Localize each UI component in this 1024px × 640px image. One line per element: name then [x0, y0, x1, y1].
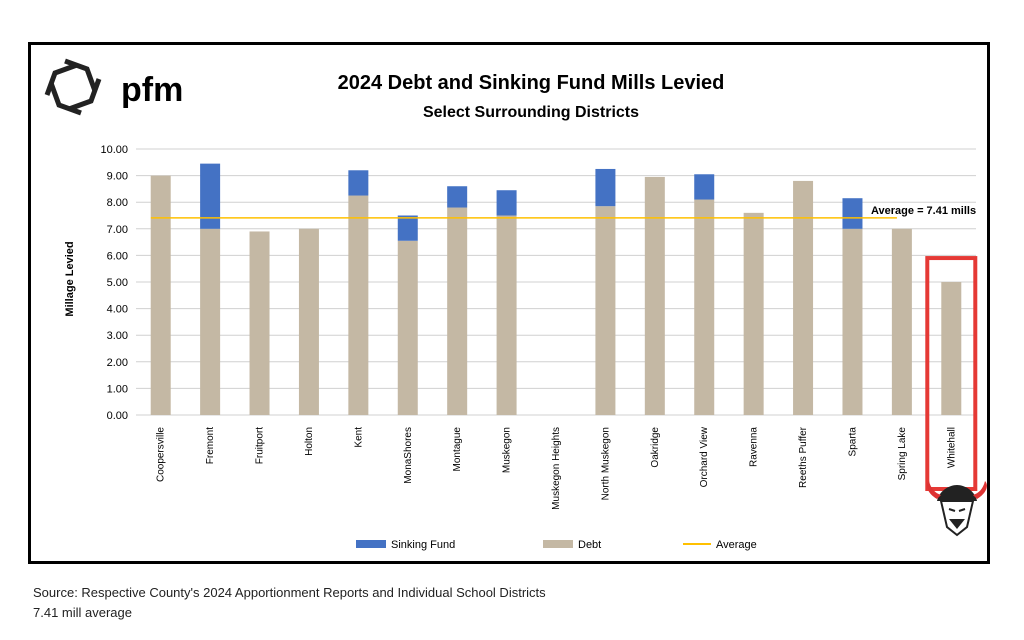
- footer: Source: Respective County's 2024 Apporti…: [33, 583, 546, 623]
- legend-label-average: Average: [716, 539, 757, 551]
- x-tick-label: Sparta: [847, 427, 858, 457]
- y-tick-label: 6.00: [107, 250, 128, 262]
- chart-title: 2024 Debt and Sinking Fund Mills Levied: [338, 72, 725, 94]
- bar-debt: [298, 228, 319, 415]
- bar-debt: [595, 206, 616, 415]
- x-tick-label: North Muskegon: [600, 427, 611, 500]
- bar-sinking-fund: [595, 168, 616, 207]
- chart-frame: pfm 2024 Debt and Sinking Fund Mills Lev…: [28, 42, 990, 564]
- x-tick-label: MonaShores: [403, 427, 414, 484]
- bar-debt: [447, 207, 468, 415]
- legend-swatch-debt: [543, 540, 573, 548]
- bar-debt: [694, 199, 715, 415]
- x-tick-label: Fruitport: [255, 427, 266, 464]
- y-tick-label: 2.00: [107, 357, 128, 369]
- average-note: 7.41 mill average: [33, 605, 132, 620]
- source-note: Source: Respective County's 2024 Apporti…: [33, 585, 546, 600]
- x-tick-label: Whitehall: [946, 427, 957, 468]
- legend: Sinking Fund Debt Average: [356, 539, 757, 551]
- y-tick-label: 8.00: [107, 197, 128, 209]
- grid: 0.00 1.00 2.00 3.00 4.00 5.00 6.00 7.00 8.00 9.00…: [100, 144, 976, 422]
- bar-debt: [397, 240, 418, 415]
- viking-mascot-icon: [927, 481, 987, 537]
- x-tick-label: Reeths Puffer: [798, 426, 809, 488]
- bar-debt: [348, 195, 369, 415]
- x-tick-label: Oakridge: [650, 427, 661, 468]
- bar-sinking-fund: [496, 190, 517, 216]
- chart-subtitle: Select Surrounding Districts: [423, 104, 639, 121]
- x-tick-label: Coopersville: [156, 427, 167, 482]
- bar-sinking-fund: [348, 170, 369, 196]
- y-tick-label: 1.00: [107, 383, 128, 395]
- x-tick-label: Spring Lake: [897, 427, 908, 481]
- average-label: Average = 7.41 mills: [871, 205, 976, 217]
- average-layer: Average = 7.41 mills: [150, 205, 976, 219]
- x-tick-label: Muskegon: [502, 427, 513, 473]
- bar-sinking-fund: [694, 174, 715, 200]
- y-tick-label: 7.00: [107, 224, 128, 236]
- bar-sinking-fund: [842, 198, 863, 229]
- legend-label-debt: Debt: [578, 539, 601, 551]
- bar-debt: [150, 175, 171, 415]
- bar-debt: [743, 212, 764, 415]
- chart-svg: pfm 2024 Debt and Sinking Fund Mills Lev…: [44, 58, 987, 551]
- y-tick-label: 10.00: [100, 144, 128, 156]
- bar-debt: [496, 215, 517, 415]
- x-tick-label: Ravenna: [749, 427, 760, 467]
- bar-debt: [891, 228, 912, 415]
- bar-debt: [249, 231, 270, 415]
- bar-debt: [842, 228, 863, 415]
- bars: [150, 163, 962, 415]
- legend-swatch-sinking-fund: [356, 540, 386, 548]
- x-tick-label: Fremont: [205, 427, 216, 464]
- y-tick-label: 5.00: [107, 277, 128, 289]
- bar-sinking-fund: [447, 186, 468, 208]
- brand-name: pfm: [121, 71, 183, 109]
- bar-debt: [793, 180, 814, 415]
- x-tick-label: Kent: [353, 427, 364, 448]
- y-tick-label: 4.00: [107, 304, 128, 316]
- legend-label-sinking-fund: Sinking Fund: [391, 539, 455, 551]
- bar-sinking-fund: [397, 215, 418, 241]
- bar-debt: [941, 282, 962, 415]
- pfm-logo-icon: [44, 58, 102, 116]
- x-tick-label: Holton: [304, 427, 315, 456]
- y-axis-label: Millage Levied: [64, 241, 76, 316]
- bar-debt: [644, 176, 665, 415]
- y-tick-label: 9.00: [107, 171, 128, 183]
- bar-debt: [200, 228, 221, 415]
- bar-sinking-fund: [200, 163, 221, 229]
- x-tick-label: Montague: [452, 427, 463, 472]
- y-tick-label: 3.00: [107, 330, 128, 342]
- x-tick-label: Muskegon Heights: [551, 427, 562, 510]
- x-tick-label: Orchard View: [699, 426, 710, 487]
- y-tick-label: 0.00: [107, 410, 128, 422]
